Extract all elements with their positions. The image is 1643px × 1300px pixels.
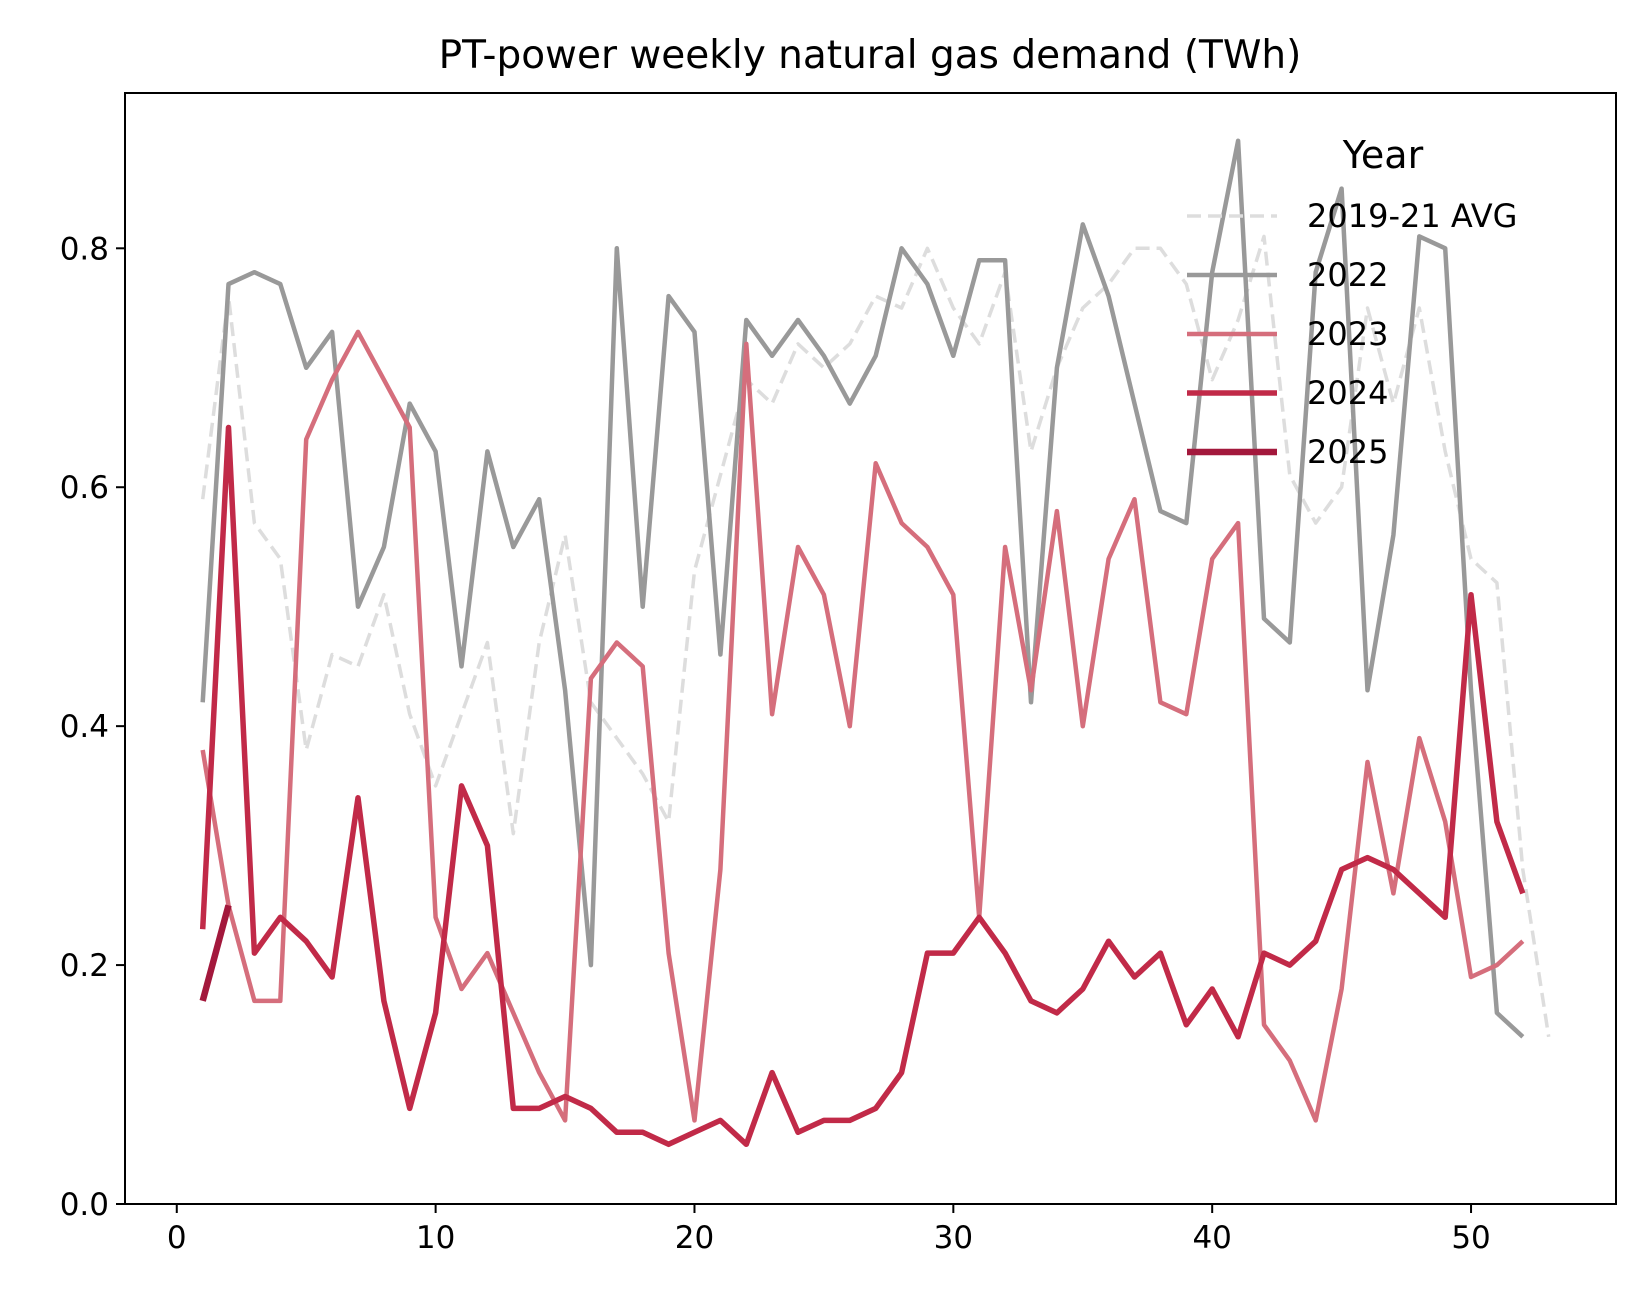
series-lines [199,138,1551,1148]
y-tick-label: 0.6 [60,470,109,506]
axis-ticks: 0 10 20 30 40 50 0.0 0.2 0.4 0.6 0.8 [60,231,1491,1256]
legend-label: 2023 [1307,315,1388,353]
legend: Year 2019-21 AVG 2022 2023 2024 2025 [1187,133,1517,471]
legend-title: Year [1342,133,1424,177]
legend-label: 2019-21 AVG [1307,197,1517,235]
legend-label: 2024 [1307,374,1388,412]
x-tick-label: 0 [167,1220,187,1256]
x-tick-label: 40 [1192,1220,1231,1256]
y-tick-label: 0.0 [60,1187,109,1223]
series-line-2024 [199,424,1526,1148]
chart-title: PT-power weekly natural gas demand (TWh) [439,33,1302,78]
legend-label: 2025 [1307,433,1388,471]
y-tick-label: 0.4 [60,709,109,745]
series-line-2025 [199,904,232,1002]
legend-label: 2022 [1307,256,1388,294]
x-tick-label: 30 [934,1220,973,1256]
y-tick-label: 0.8 [60,231,109,267]
series-line-2023 [200,329,1525,1123]
x-tick-label: 10 [416,1220,455,1256]
plot-area-frame [124,92,1617,1205]
y-tick-label: 0.2 [60,948,109,984]
series-line-2019-21-avg [200,234,1551,1038]
series-line-2022 [200,138,1525,1039]
x-tick-label: 20 [675,1220,714,1256]
x-tick-label: 50 [1451,1220,1490,1256]
